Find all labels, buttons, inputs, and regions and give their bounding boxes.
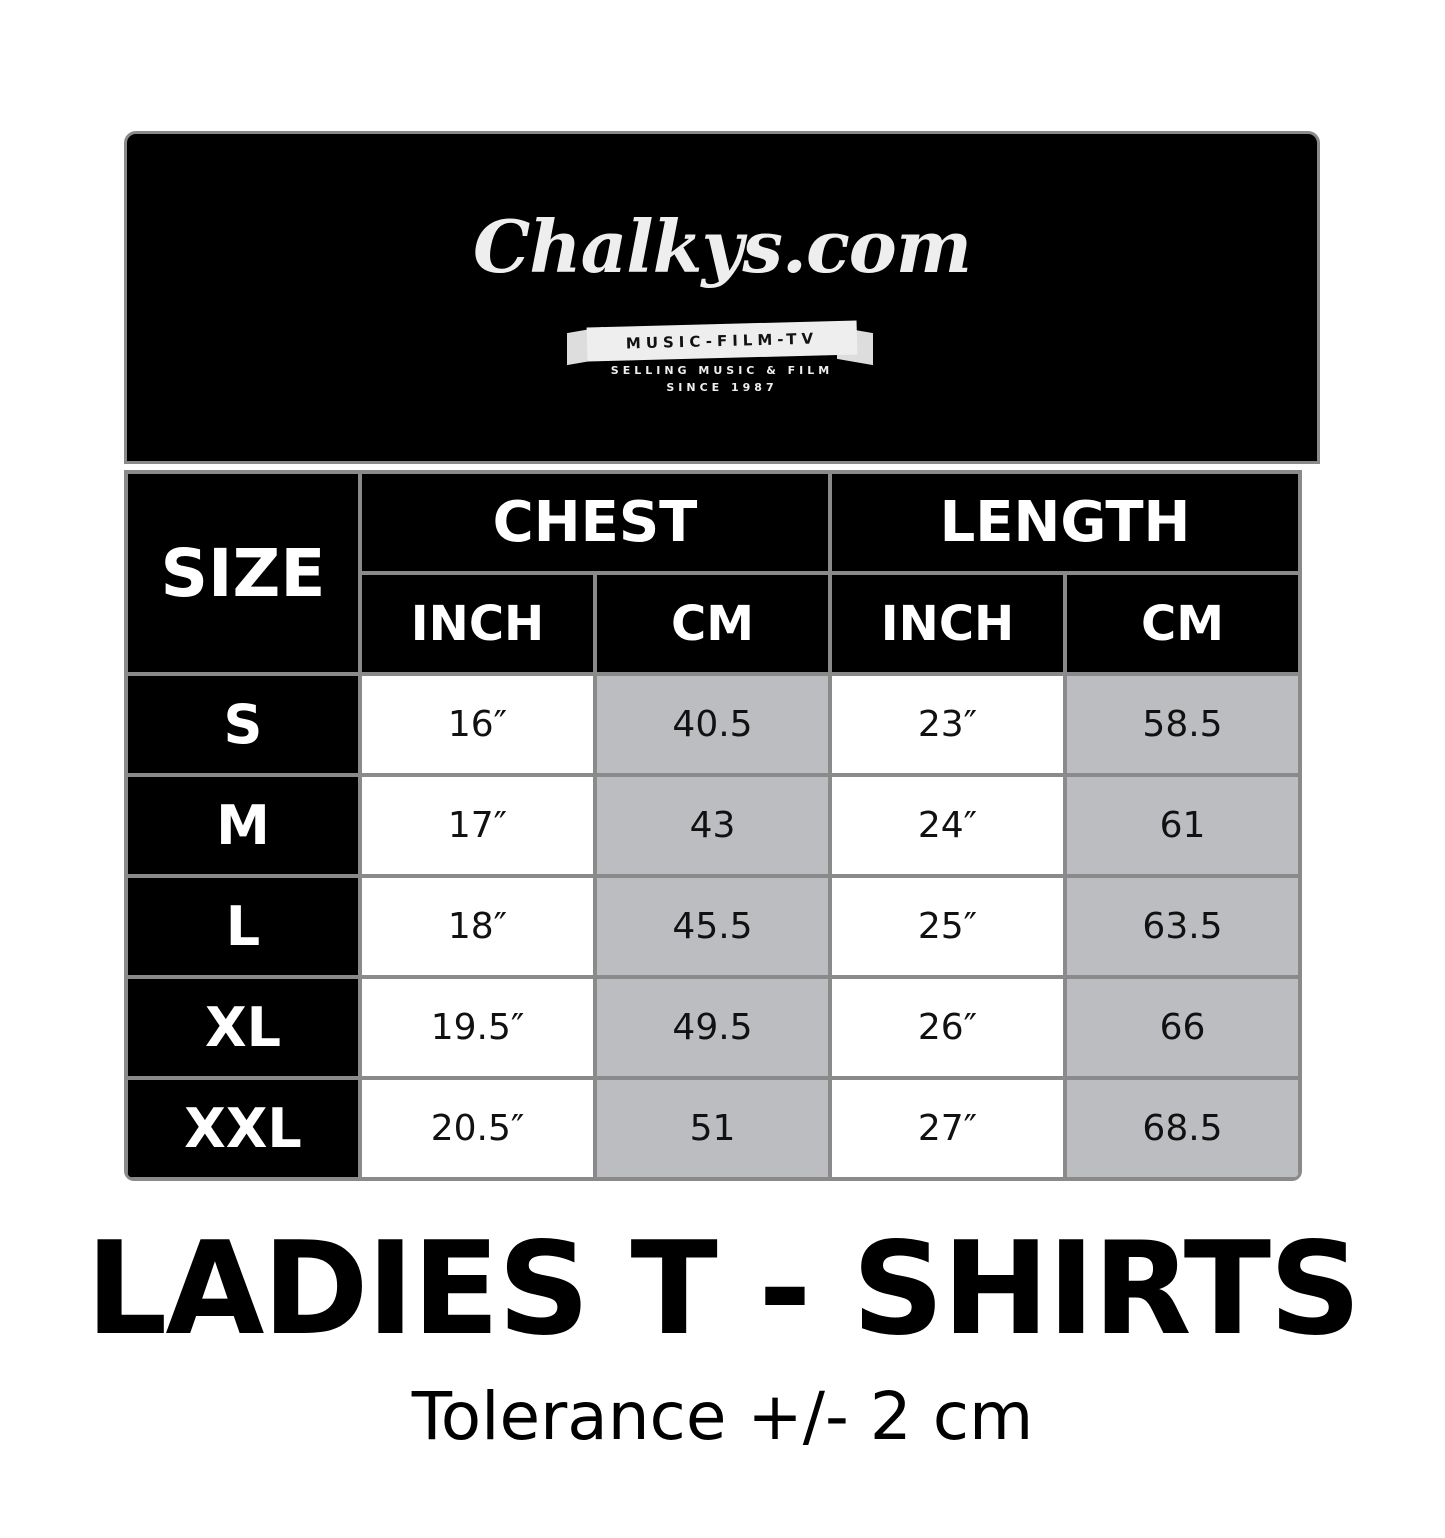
length-cm-cell: 63.5	[1063, 874, 1299, 979]
chest-cm-cell: 45.5	[593, 874, 832, 979]
unit-header: CM	[1063, 571, 1299, 676]
logo-wordmark: Chalkys.com	[472, 204, 972, 289]
size-header: SIZE	[127, 473, 362, 676]
chest-inch-cell: 20.5″	[358, 1076, 597, 1178]
size-label: S	[127, 672, 362, 777]
length-inch-cell: 25″	[828, 874, 1067, 979]
logo-banner: Chalkys.com MUSIC-FILM-TV SELLING MUSIC …	[124, 131, 1320, 464]
chest-cm-cell: 49.5	[593, 975, 832, 1080]
chest-inch-cell: 18″	[358, 874, 597, 979]
unit-header: INCH	[358, 571, 597, 676]
chest-header: CHEST	[358, 473, 832, 575]
size-chart-table: SIZE CHEST LENGTH INCH CM INCH CM S 16″ 40…	[124, 470, 1302, 1181]
length-inch-cell: 23″	[828, 672, 1067, 777]
table-row: XXL 20.5″ 51 27″ 68.5	[127, 1076, 1299, 1178]
logo-ribbon: MUSIC-FILM-TV	[586, 320, 858, 362]
size-label: M	[127, 773, 362, 878]
unit-header: INCH	[828, 571, 1067, 676]
chest-inch-cell: 17″	[358, 773, 597, 878]
length-cm-cell: 68.5	[1063, 1076, 1299, 1178]
length-inch-cell: 27″	[828, 1076, 1067, 1178]
length-cm-cell: 61	[1063, 773, 1299, 878]
length-cm-cell: 66	[1063, 975, 1299, 1080]
length-inch-cell: 24″	[828, 773, 1067, 878]
unit-header: CM	[593, 571, 832, 676]
table-row: XL 19.5″ 49.5 26″ 66	[127, 975, 1299, 1080]
logo-tagline: SELLING MUSIC & FILM	[610, 364, 834, 377]
chest-cm-cell: 43	[593, 773, 832, 878]
size-label: XL	[127, 975, 362, 1080]
length-inch-cell: 26″	[828, 975, 1067, 1080]
chest-cm-cell: 51	[593, 1076, 832, 1178]
table-row: S 16″ 40.5 23″ 58.5	[127, 672, 1299, 777]
size-label: L	[127, 874, 362, 979]
chest-cm-cell: 40.5	[593, 672, 832, 777]
chest-inch-cell: 19.5″	[358, 975, 597, 1080]
length-header: LENGTH	[828, 473, 1299, 575]
tolerance-note: Tolerance +/- 2 cm	[411, 1378, 1034, 1455]
chest-inch-cell: 16″	[358, 672, 597, 777]
page-title: LADIES T - SHIRTS	[85, 1215, 1362, 1364]
table-row: L 18″ 45.5 25″ 63.5	[127, 874, 1299, 979]
table-row: M 17″ 43 24″ 61	[127, 773, 1299, 878]
length-cm-cell: 58.5	[1063, 672, 1299, 777]
logo-since: SINCE 1987	[666, 381, 778, 394]
size-label: XXL	[127, 1076, 362, 1178]
